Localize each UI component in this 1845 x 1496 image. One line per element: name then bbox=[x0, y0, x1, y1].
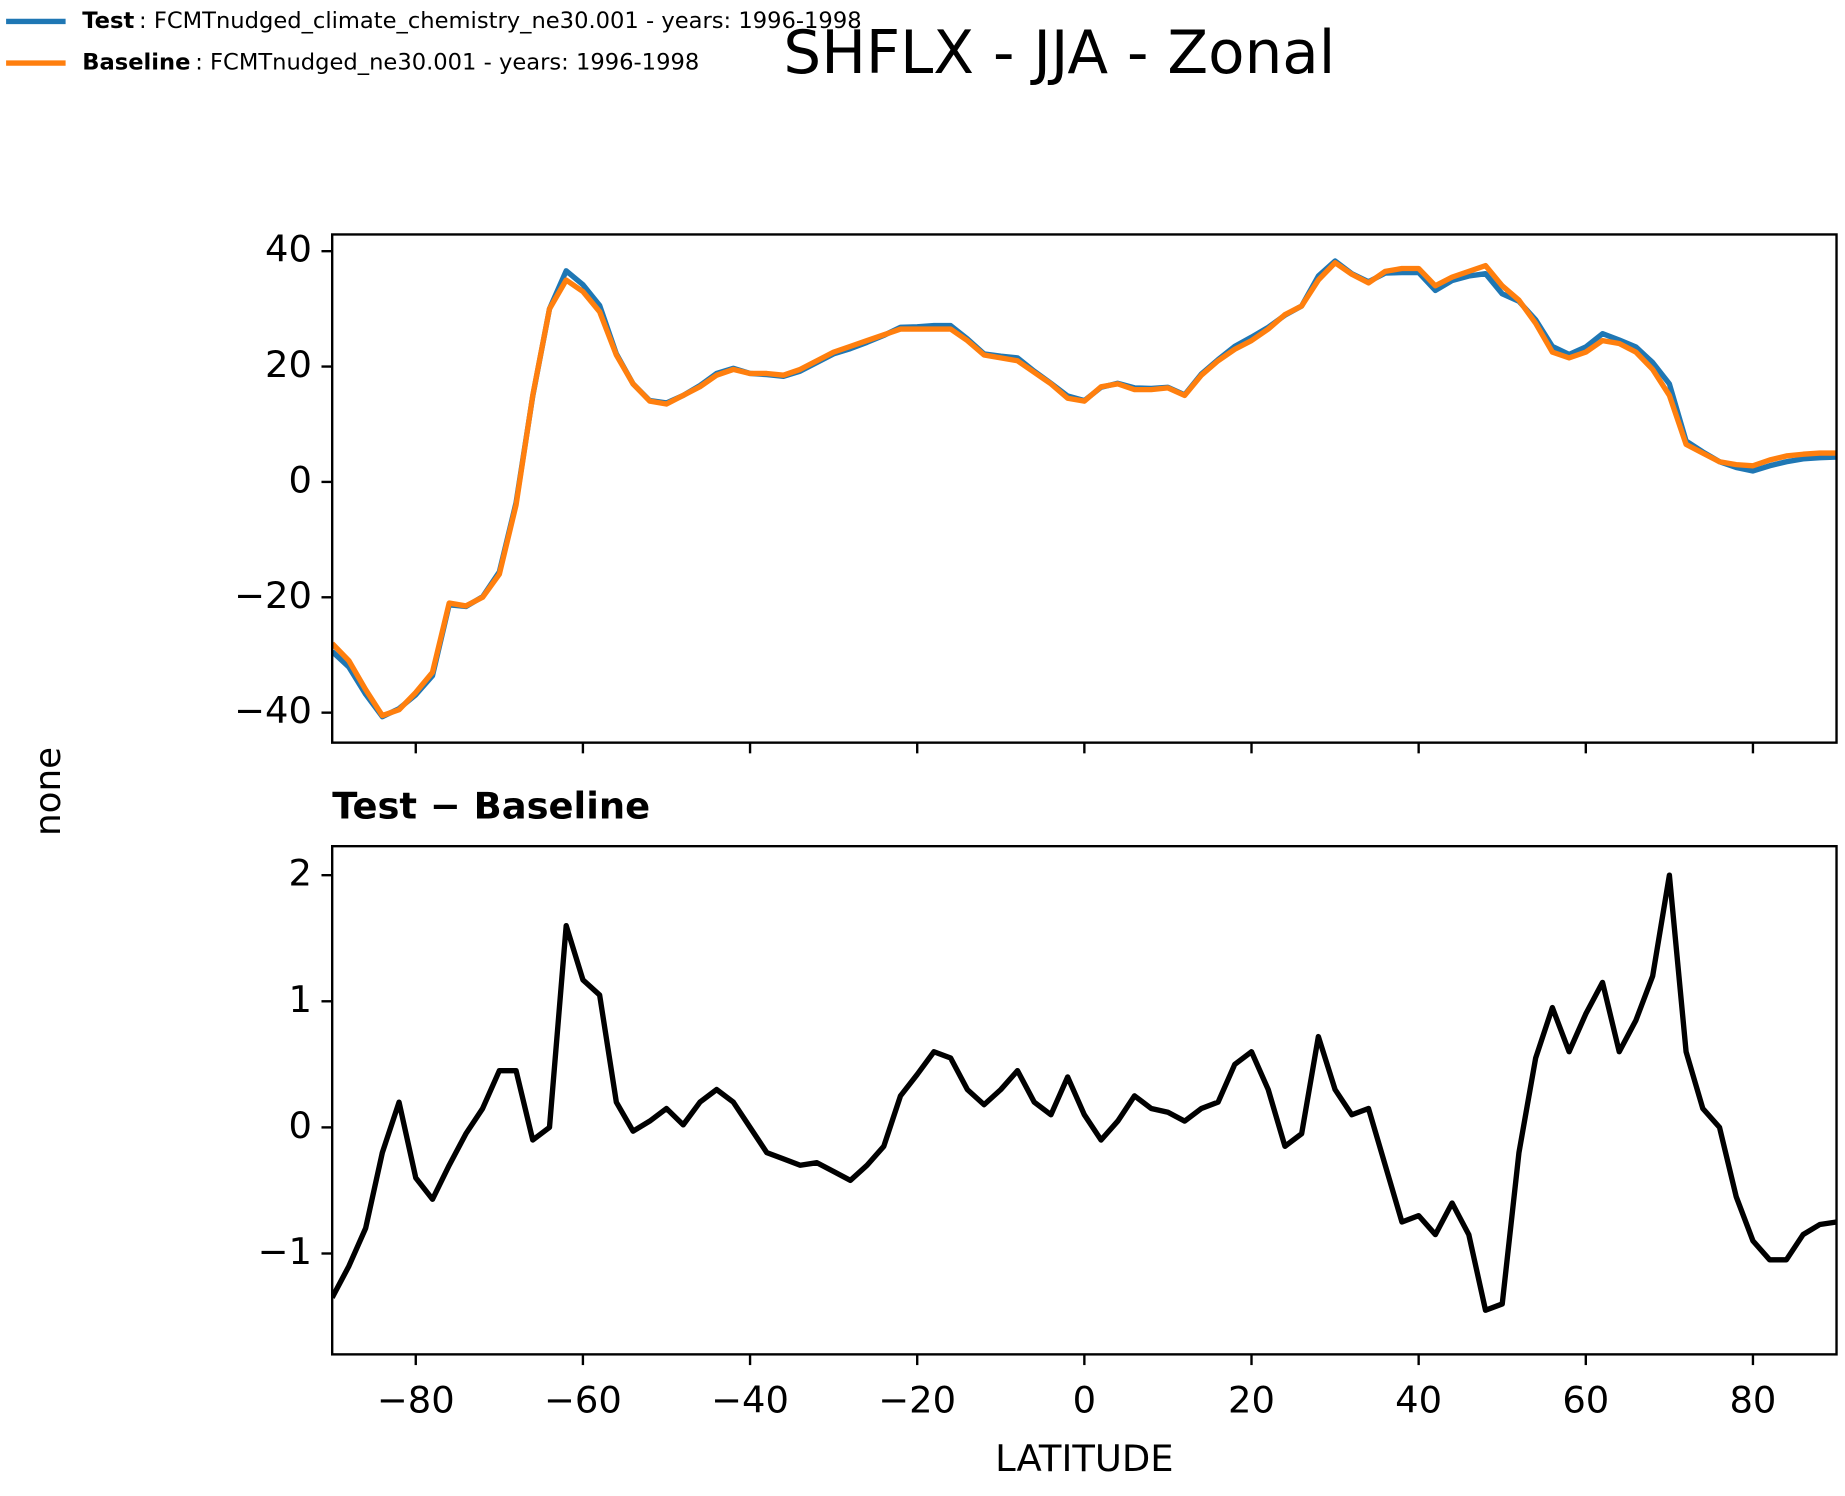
x-tick-label: 60 bbox=[1562, 1378, 1609, 1421]
plot-frame bbox=[331, 233, 1838, 744]
data-line bbox=[332, 258, 1837, 720]
y-tick-label: 0 bbox=[288, 458, 311, 501]
data-line bbox=[332, 260, 1837, 719]
y-tick-label: −40 bbox=[234, 689, 312, 732]
x-tick-label: −80 bbox=[377, 1378, 455, 1421]
y-tick-label: 0 bbox=[288, 1104, 311, 1147]
y-tick-label: 1 bbox=[288, 978, 311, 1021]
x-tick-label: −20 bbox=[878, 1378, 956, 1421]
subplot-title: Test − Baseline bbox=[332, 785, 650, 828]
y-tick-label: −1 bbox=[258, 1230, 312, 1273]
legend-label: Test bbox=[82, 8, 134, 34]
x-tick-label: 0 bbox=[1073, 1378, 1096, 1421]
plot-frame bbox=[331, 844, 1838, 1356]
legend-description: : FCMTnudged_ne30.001 - years: 1996-1998 bbox=[195, 50, 699, 76]
y-tick-label: 40 bbox=[265, 228, 312, 271]
y-axis-label: none bbox=[28, 747, 69, 836]
legend-label: Baseline bbox=[82, 50, 190, 76]
y-tick-label: −20 bbox=[234, 574, 312, 617]
x-tick-label: 40 bbox=[1395, 1378, 1442, 1421]
data-line bbox=[332, 872, 1837, 1313]
x-tick-label: 20 bbox=[1228, 1378, 1275, 1421]
y-tick-label: 20 bbox=[265, 343, 312, 386]
figure-title: SHFLX - JJA - Zonal bbox=[783, 19, 1335, 88]
x-tick-label: −40 bbox=[711, 1378, 789, 1421]
legend-description: : FCMTnudged_climate_chemistry_ne30.001 … bbox=[139, 8, 862, 34]
y-tick-label: 2 bbox=[288, 852, 311, 895]
x-tick-label: −60 bbox=[544, 1378, 622, 1421]
x-tick-label: 80 bbox=[1729, 1378, 1776, 1421]
x-axis-label: LATITUDE bbox=[995, 1437, 1173, 1480]
